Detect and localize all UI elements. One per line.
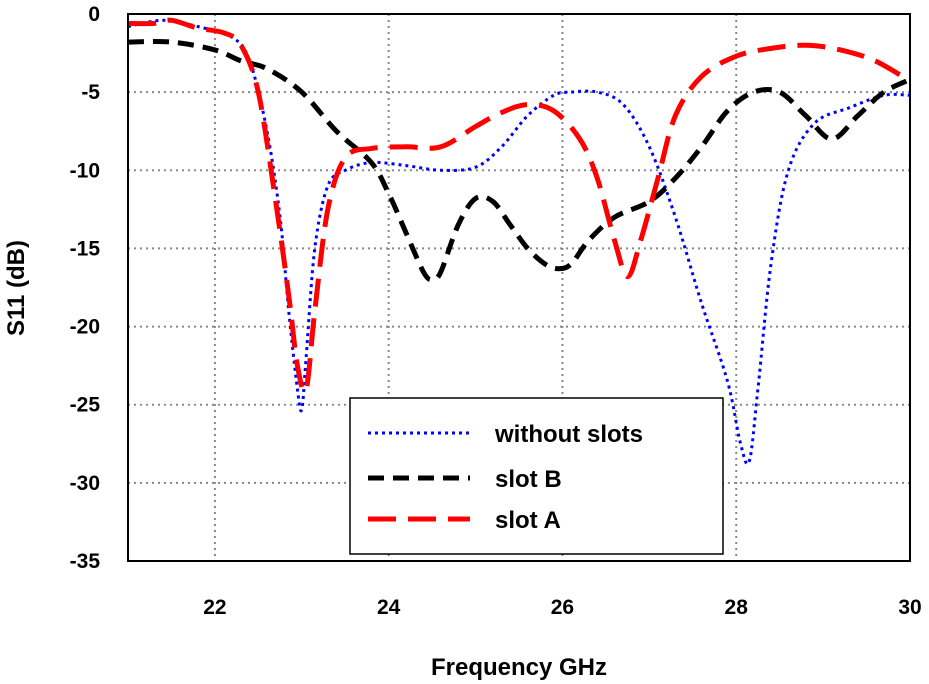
legend-label-1: slot B <box>495 466 562 493</box>
tick-labels: 22 24 26 28 30 0 -5 -10 -15 -20 -25 -30 -35 <box>70 3 922 619</box>
legend-box <box>349 397 724 555</box>
legend-label-0: without slots <box>494 421 643 448</box>
series-layer <box>127 17 912 466</box>
y-tick-label: -20 <box>70 316 100 339</box>
y-tick-label: -5 <box>81 81 100 104</box>
x-tick-label: 26 <box>551 596 574 619</box>
legend-label-2: slot A <box>495 507 561 534</box>
x-axis-title: Frequency GHz <box>431 654 607 681</box>
legend: without slots slot B slot A <box>349 397 724 555</box>
y-tick-label: 0 <box>88 3 100 26</box>
y-tick-label: -10 <box>70 159 100 182</box>
plot-border <box>127 13 911 562</box>
x-tick-label: 30 <box>898 596 921 619</box>
y-axis-title: S11 (dB) <box>3 240 30 336</box>
x-tick-label: 24 <box>377 596 401 619</box>
y-tick-label: -30 <box>70 472 100 495</box>
series-line-2 <box>127 17 912 394</box>
y-tick-label: -15 <box>70 237 101 260</box>
x-tick-label: 28 <box>725 596 749 619</box>
series-line-1 <box>127 39 912 283</box>
x-tick-label: 22 <box>203 596 226 619</box>
y-tick-label: -35 <box>70 550 101 573</box>
y-tick-label: -25 <box>70 394 101 417</box>
